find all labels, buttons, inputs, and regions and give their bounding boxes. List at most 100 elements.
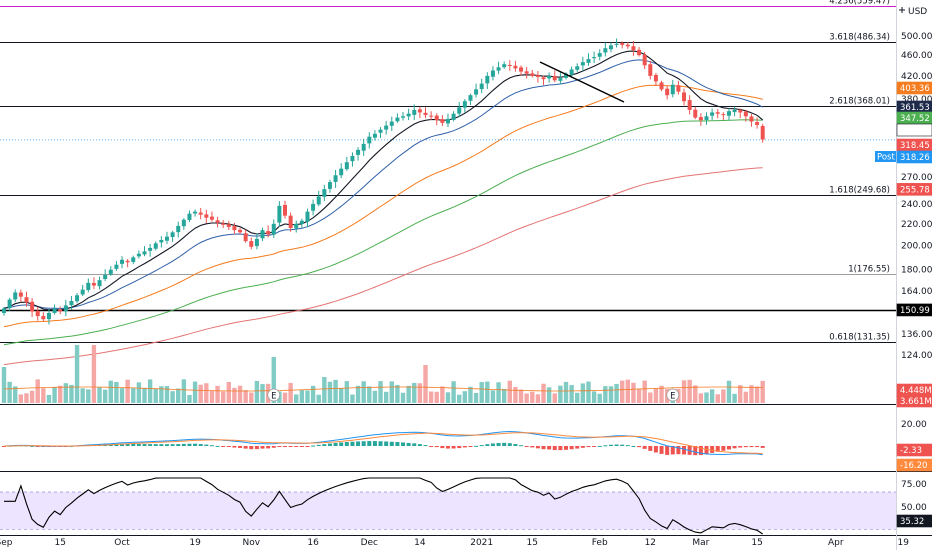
candle-body <box>502 64 507 68</box>
candle-body <box>136 253 141 257</box>
macd-histogram-bar <box>485 444 490 446</box>
macd-histogram-bar <box>490 443 495 446</box>
candle-body <box>406 113 411 117</box>
candle-body <box>283 204 287 216</box>
macd-histogram-bar <box>401 442 406 446</box>
macd-histogram-bar <box>283 446 287 447</box>
candle-body <box>52 308 57 313</box>
candle-body <box>462 101 467 108</box>
volume-bar <box>563 381 569 403</box>
macd-histogram-bar <box>558 446 563 451</box>
volume-bar <box>80 388 85 403</box>
macd-histogram-bar <box>406 442 411 446</box>
macd-histogram-bar <box>541 446 546 450</box>
macd-histogram-bar <box>631 445 636 447</box>
volume-bar <box>709 389 715 403</box>
candle-body <box>63 305 68 312</box>
earnings-label: E <box>670 392 675 402</box>
price-badge: 255.78 <box>900 185 930 195</box>
ema-20-line <box>3 59 763 310</box>
trend-line[interactable] <box>539 61 625 103</box>
macd-histogram-bar <box>715 446 720 452</box>
time-axis[interactable]: Sep 15 Oct 19 Nov 16 Dec 14 2021 15 Feb 12 Mar 15 Apr 1… <box>0 538 909 548</box>
volume-bar <box>445 392 451 403</box>
candle-body <box>401 116 406 118</box>
fibonacci-lines: 4.236(559.47) 3.618(486.34) 2.618(368.01) 1… <box>0 0 896 343</box>
candle-body <box>271 223 276 235</box>
candle-body <box>103 274 108 280</box>
currency-label[interactable]: USD <box>908 7 927 17</box>
volume-bar <box>721 389 726 403</box>
candle-body <box>75 295 80 302</box>
volume-bar <box>305 390 310 403</box>
time-tick-label: 19 <box>189 538 201 548</box>
time-tick-label: Oct <box>114 538 130 548</box>
rsi-band <box>0 492 896 530</box>
volume-bar <box>653 388 659 403</box>
volume-bar <box>457 394 462 403</box>
time-tick-label: 19 <box>897 538 909 548</box>
candle-body <box>181 219 186 227</box>
candle-body <box>58 309 63 312</box>
candle-body <box>468 95 473 101</box>
macd-histogram-bar <box>299 446 304 447</box>
time-tick-label: Sep <box>0 538 13 548</box>
macd-histogram-bar <box>131 443 136 446</box>
candle-body <box>209 216 214 220</box>
volume-bar <box>91 345 97 403</box>
macd-histogram-bar <box>564 446 568 450</box>
time-tick-label: 2021 <box>470 538 493 548</box>
macd-histogram-bar <box>519 445 524 447</box>
macd-histogram-bar <box>125 443 130 446</box>
volume-bar <box>355 385 361 403</box>
candle-body <box>243 233 248 242</box>
fib-label: 2.618(368.01) <box>829 97 890 107</box>
candle-body <box>743 111 748 117</box>
rsi-line <box>4 477 764 535</box>
fib-label: 1.618(249.68) <box>829 186 890 196</box>
candle-body <box>125 260 130 263</box>
candle-body <box>541 77 546 80</box>
candle-body <box>46 312 51 320</box>
earnings-marker <box>267 388 281 402</box>
settings-icon[interactable] <box>899 7 905 13</box>
macd-histogram-bar <box>271 446 276 448</box>
volume-bar <box>310 385 316 403</box>
candle-body <box>254 238 259 247</box>
candle-body <box>715 112 720 114</box>
time-tick-label: 15 <box>54 538 65 548</box>
time-tick-label: 16 <box>307 538 319 548</box>
volume-bar <box>586 381 591 403</box>
candle-body <box>665 88 670 96</box>
macd-histogram-bar <box>642 446 647 449</box>
macd-histogram-bar <box>586 446 591 448</box>
post-tag: Post <box>877 153 895 163</box>
macd-histogram-bar <box>625 445 630 447</box>
candle-body <box>659 82 664 90</box>
candle-body <box>350 155 355 162</box>
price-tick-label: 164.00 <box>901 287 932 297</box>
macd-histogram-bar <box>198 444 203 446</box>
volume-bar <box>726 380 732 403</box>
price-tick-label: 380.00 <box>901 95 932 105</box>
candle-body <box>429 115 434 117</box>
macd-badge: -16.20 <box>900 461 927 471</box>
macd-histogram-bar <box>732 446 737 449</box>
volume-bar <box>383 391 389 403</box>
candle-body <box>277 205 282 223</box>
candle-body <box>749 116 754 122</box>
price-tick-label: 420.00 <box>901 72 932 82</box>
volume-bar <box>322 377 327 403</box>
macd-pane <box>2 430 765 456</box>
price-tick-label: 200.00 <box>901 242 932 252</box>
macd-histogram-bar <box>513 444 518 446</box>
volume-bar <box>209 390 215 403</box>
price-badge: 361.53 <box>900 103 930 113</box>
volume-bar <box>715 394 720 403</box>
volume-bar <box>591 391 597 403</box>
candle-body <box>378 129 383 133</box>
macd-histogram-bar <box>637 446 642 448</box>
